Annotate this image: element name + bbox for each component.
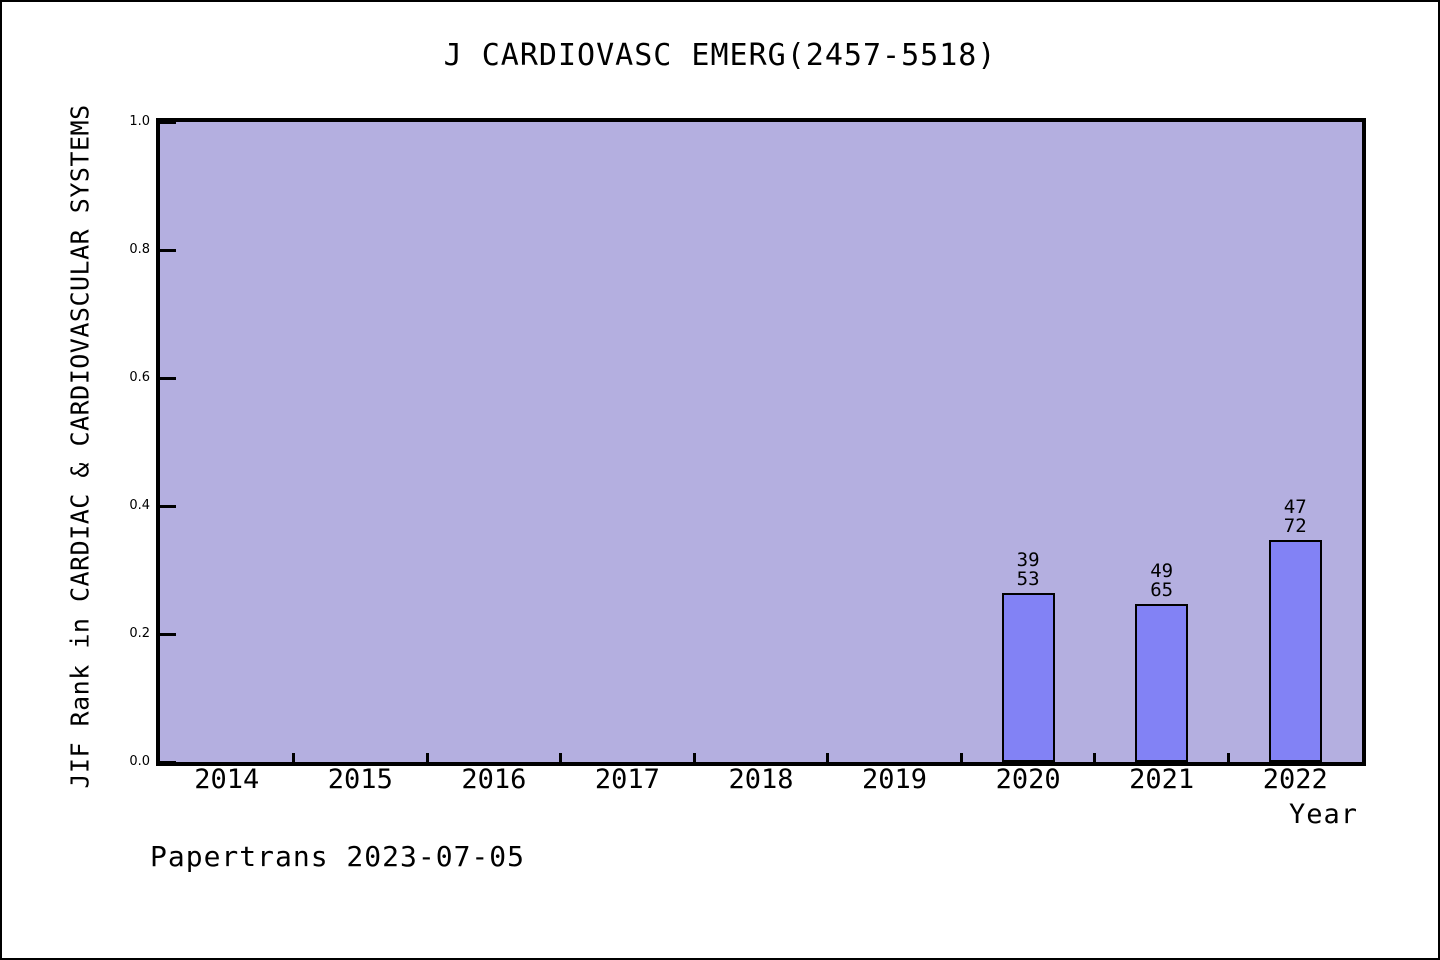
x-tick-label: 2021 [1129, 764, 1195, 795]
bar [1001, 592, 1055, 762]
bar-value-line: 53 [1016, 567, 1040, 590]
y-tick-mark [160, 248, 176, 252]
bar [1268, 539, 1322, 762]
y-tick-label: 1.0 [129, 114, 150, 129]
x-tick-mark [292, 753, 296, 762]
x-axis-label: Year [1288, 799, 1358, 830]
bar-value-line: 49 [1150, 560, 1174, 583]
bar-value-label: 39 53 [983, 548, 1073, 590]
y-axis-label: JIF Rank in CARDIAC & CARDIOVASCULAR SYS… [65, 103, 95, 789]
y-axis-label-wrap: JIF Rank in CARDIAC & CARDIOVASCULAR SYS… [62, 104, 98, 788]
footer-text: Papertrans 2023-07-05 [150, 840, 526, 873]
x-tick-label: 2017 [594, 764, 660, 795]
x-tick-mark [425, 753, 429, 762]
bar-value-label: 49 65 [1117, 562, 1207, 600]
y-tick-label: 0.4 [129, 498, 150, 513]
y-tick-label: 0.0 [129, 754, 150, 769]
x-tick-mark [826, 753, 830, 762]
x-tick-mark [1093, 753, 1097, 762]
y-tick-label: 0.2 [129, 626, 150, 641]
plot-area: 39 53 49 65 47 72 [160, 120, 1362, 764]
bar-value-label: 47 72 [1250, 495, 1340, 537]
x-tick-label: 2016 [461, 764, 527, 795]
bar-value-line: 72 [1283, 514, 1307, 537]
chart-title: J CARDIOVASC EMERG(2457-5518) [443, 38, 997, 73]
y-tick-mark [160, 376, 176, 380]
bar-value-line: 39 [1016, 548, 1040, 571]
x-tick-label: 2015 [327, 764, 393, 795]
x-tick-label: 2020 [995, 764, 1061, 795]
x-tick-mark [559, 753, 563, 762]
x-tick-label: 2018 [728, 764, 794, 795]
y-tick-mark [160, 632, 176, 636]
bar-value-line: 65 [1150, 579, 1174, 602]
x-tick-mark [1226, 753, 1230, 762]
bar [1135, 604, 1189, 762]
y-tick-mark [160, 760, 176, 764]
bar-value-line: 47 [1283, 495, 1307, 518]
y-tick-label: 0.8 [129, 242, 150, 257]
y-tick-mark [160, 120, 176, 124]
x-tick-label: 2019 [862, 764, 928, 795]
y-tick-label: 0.6 [129, 370, 150, 385]
x-tick-mark [692, 753, 696, 762]
x-tick-label: 2022 [1262, 764, 1328, 795]
y-tick-mark [160, 504, 176, 508]
x-tick-mark [959, 753, 963, 762]
x-tick-label: 2014 [194, 764, 260, 795]
